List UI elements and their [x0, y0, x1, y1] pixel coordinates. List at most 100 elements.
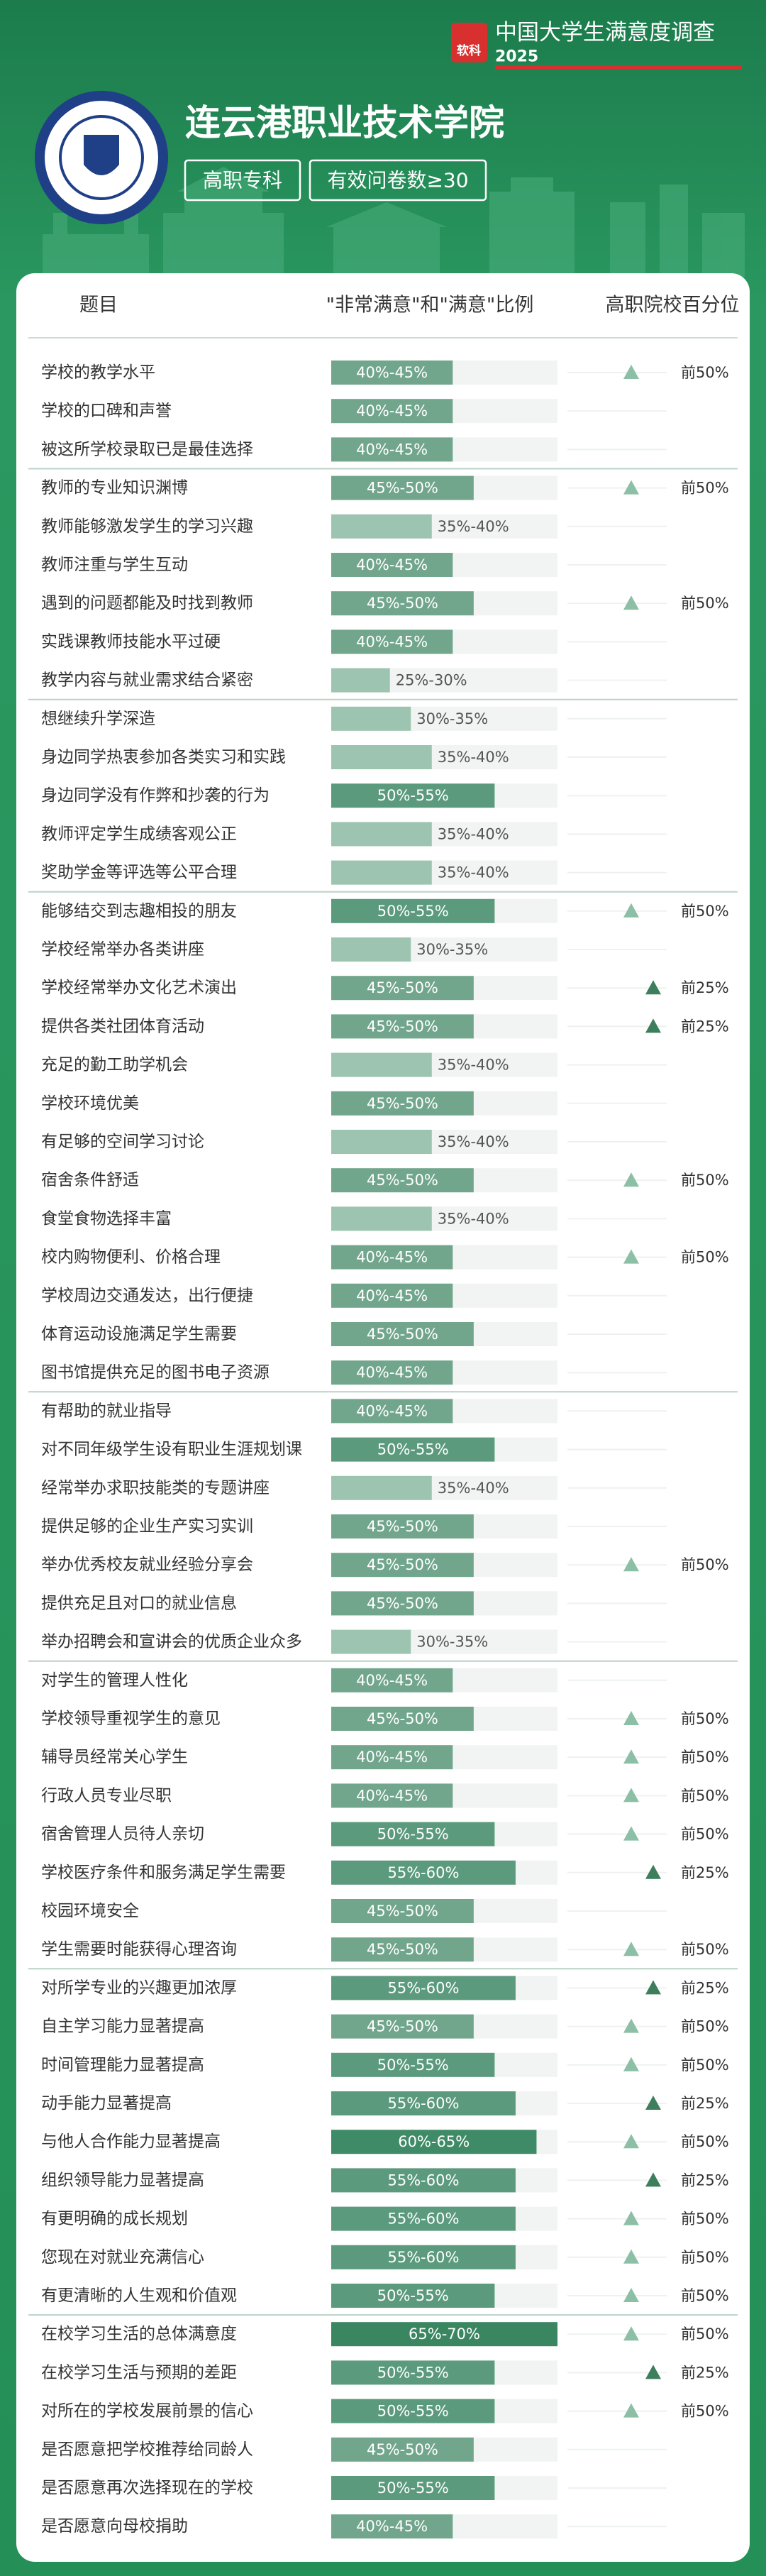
row-label: 学校的口碑和声誉	[41, 402, 172, 420]
bar	[331, 2437, 474, 2462]
tag: 有效问卷数≥30	[327, 169, 468, 192]
percentile-marker	[645, 2172, 661, 2187]
percentile-label: 前50%	[681, 1556, 729, 1573]
bar	[331, 360, 453, 385]
bar	[331, 2091, 516, 2115]
row-label: 食堂食物选择丰富	[41, 1209, 172, 1228]
bar	[331, 2284, 495, 2308]
percentile-marker	[623, 1172, 639, 1187]
percentile-label: 前50%	[681, 2018, 729, 2035]
brand: 软科 中国大学生满意度调查 2025	[451, 20, 742, 70]
percentile-label: 前50%	[681, 1826, 729, 1843]
bar-label: 55%-60%	[387, 2172, 459, 2189]
bar-label: 55%-60%	[387, 1979, 459, 1996]
column-header: 题目	[79, 295, 118, 317]
bar	[331, 2360, 495, 2385]
bar	[331, 1014, 474, 1039]
bar	[331, 514, 432, 539]
row-label: 学校周边交通发达，出行便捷	[41, 1287, 253, 1305]
bar	[331, 898, 495, 923]
tag-box	[184, 159, 301, 202]
bar	[331, 822, 432, 847]
bar	[331, 1860, 516, 1885]
bar-label: 30%-35%	[416, 941, 488, 958]
bar	[331, 668, 390, 693]
bar-label: 35%-40%	[438, 1133, 509, 1150]
percentile-label: 前25%	[681, 2095, 729, 2112]
bar	[331, 1553, 474, 1578]
percentile-label: 前25%	[681, 979, 729, 996]
bar	[331, 1399, 453, 1424]
bar-label: 40%-45%	[356, 1787, 428, 1804]
column-header: 高职院校百分位	[606, 295, 740, 317]
bar-label: 40%-45%	[356, 1672, 428, 1689]
bar	[331, 745, 432, 769]
bar-label: 50%-55%	[377, 1441, 449, 1458]
bar	[331, 1514, 474, 1539]
row-label: 行政人员专业尽职	[41, 1786, 172, 1805]
bar	[331, 2399, 495, 2423]
row-label: 对不同年级学生设有职业生涯规划课	[41, 1441, 302, 1459]
bar-label: 50%-55%	[377, 2479, 449, 2497]
bar-label: 45%-50%	[367, 1941, 438, 1958]
bar	[331, 1783, 453, 1808]
row-label: 教师的专业知识渊博	[41, 479, 188, 497]
bar	[331, 1937, 474, 1962]
percentile-marker	[623, 2249, 639, 2264]
row-label: 遇到的问题都能及时找到教师	[41, 594, 253, 612]
bar-label: 45%-50%	[367, 1326, 438, 1343]
tag-box	[309, 159, 487, 202]
percentile-marker	[623, 1788, 639, 1802]
bar	[331, 475, 474, 500]
row-label: 体育运动设施满足学生需要	[41, 1325, 237, 1343]
bar-label: 40%-45%	[356, 1287, 428, 1304]
bar-label: 45%-50%	[367, 2018, 438, 2035]
row-label: 学校环境优美	[41, 1094, 139, 1113]
bar	[331, 2514, 453, 2539]
bar-label: 25%-30%	[396, 672, 467, 689]
row-label: 有更明确的成长规划	[41, 2210, 188, 2228]
emblem	[35, 91, 168, 224]
row-label: 经常举办求职技能类的专题讲座	[41, 1479, 270, 1497]
school-name: 连云港职业技术学院	[185, 102, 504, 143]
percentile-marker	[623, 2326, 639, 2341]
row-label: 宿舍管理人员待人亲切	[41, 1825, 204, 1844]
bar-label: 50%-55%	[377, 2403, 449, 2420]
row-label: 学校经常举办文化艺术演出	[41, 979, 237, 997]
bar	[331, 976, 474, 1001]
percentile-marker	[623, 2057, 639, 2071]
bar-label: 40%-45%	[356, 556, 428, 573]
row-label: 提供充足且对口的就业信息	[41, 1594, 237, 1612]
bar	[331, 553, 453, 577]
percentile-label: 前50%	[681, 1710, 729, 1727]
row-label: 在校学习生活的总体满意度	[41, 2325, 237, 2343]
bar-label: 45%-50%	[367, 1018, 438, 1035]
bar-label: 35%-40%	[438, 518, 509, 535]
row-label: 对学生的管理人性化	[41, 1671, 188, 1690]
percentile-marker	[623, 595, 639, 610]
bar	[331, 783, 495, 808]
bar-label: 50%-55%	[377, 787, 449, 804]
bar	[331, 1822, 495, 1846]
bar-label: 50%-55%	[377, 2287, 449, 2304]
tag: 高职专科	[203, 169, 282, 192]
bar	[331, 2322, 557, 2347]
bar	[331, 1475, 432, 1500]
row-label: 时间管理能力显著提高	[41, 2056, 204, 2074]
row-label: 是否愿意把学校推荐给同龄人	[41, 2440, 253, 2459]
bar-label: 50%-55%	[377, 2364, 449, 2381]
bar	[331, 437, 453, 462]
bar	[331, 937, 411, 962]
brand-underline	[495, 65, 742, 70]
row-label: 充足的勤工助学机会	[41, 1056, 188, 1074]
percentile-marker	[623, 2018, 639, 2033]
bar-label: 45%-50%	[367, 1903, 438, 1920]
row-label: 教师注重与学生互动	[41, 556, 188, 574]
bar	[331, 1206, 432, 1231]
bar	[331, 1091, 474, 1116]
row-label: 奖助学金等评选等公平合理	[41, 864, 237, 882]
row-label: 对所学专业的兴趣更加浓厚	[41, 1978, 237, 1997]
bar-label: 35%-40%	[438, 825, 509, 842]
percentile-marker	[645, 980, 661, 995]
